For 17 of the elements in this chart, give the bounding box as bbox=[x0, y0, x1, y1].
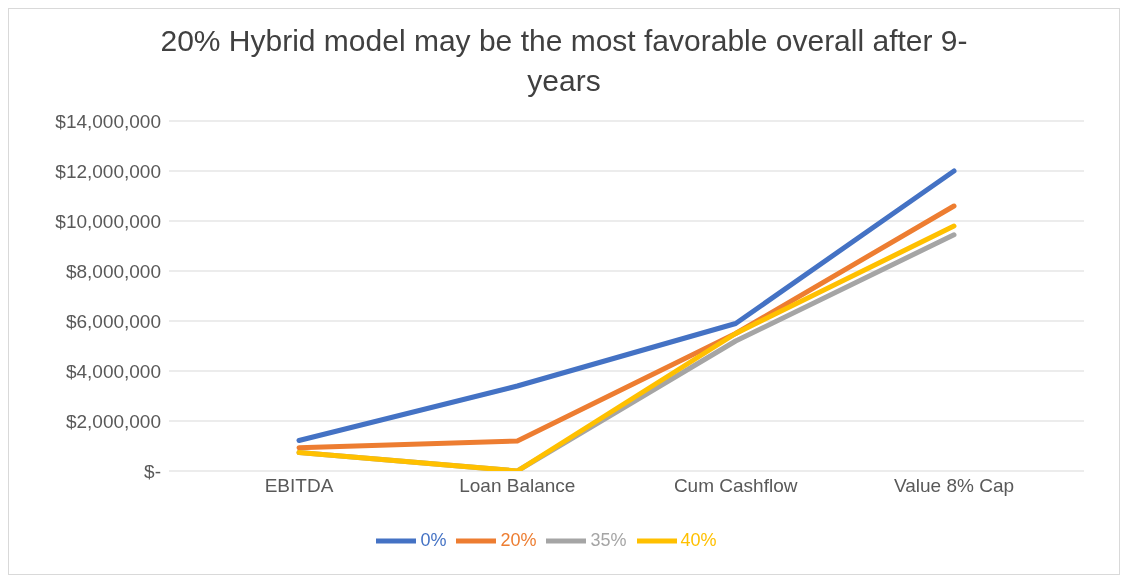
legend-label: 40% bbox=[680, 529, 717, 550]
y-tick-label: $10,000,000 bbox=[55, 210, 161, 232]
y-tick-label: $- bbox=[144, 460, 161, 482]
y-tick-label: $12,000,000 bbox=[55, 160, 161, 182]
y-tick-label: $4,000,000 bbox=[65, 360, 161, 382]
legend-label: 35% bbox=[590, 529, 627, 550]
legend-label: 0% bbox=[420, 529, 447, 550]
x-tick-label: Value 8% Cap bbox=[893, 475, 1015, 497]
y-tick-label: $8,000,000 bbox=[65, 260, 161, 282]
x-tick-label: Cum Cashflow bbox=[673, 475, 798, 497]
y-tick-label: $2,000,000 bbox=[65, 410, 161, 432]
x-tick-label: Loan Balance bbox=[459, 475, 576, 497]
y-tick-label: $6,000,000 bbox=[65, 310, 161, 332]
y-tick-label: $14,000,000 bbox=[55, 110, 161, 132]
x-tick-label: EBITDA bbox=[264, 475, 334, 497]
legend-label: 20% bbox=[500, 529, 537, 550]
chart-title: 20% Hybrid model may be the most favorable overall after 9-years bbox=[159, 23, 969, 99]
